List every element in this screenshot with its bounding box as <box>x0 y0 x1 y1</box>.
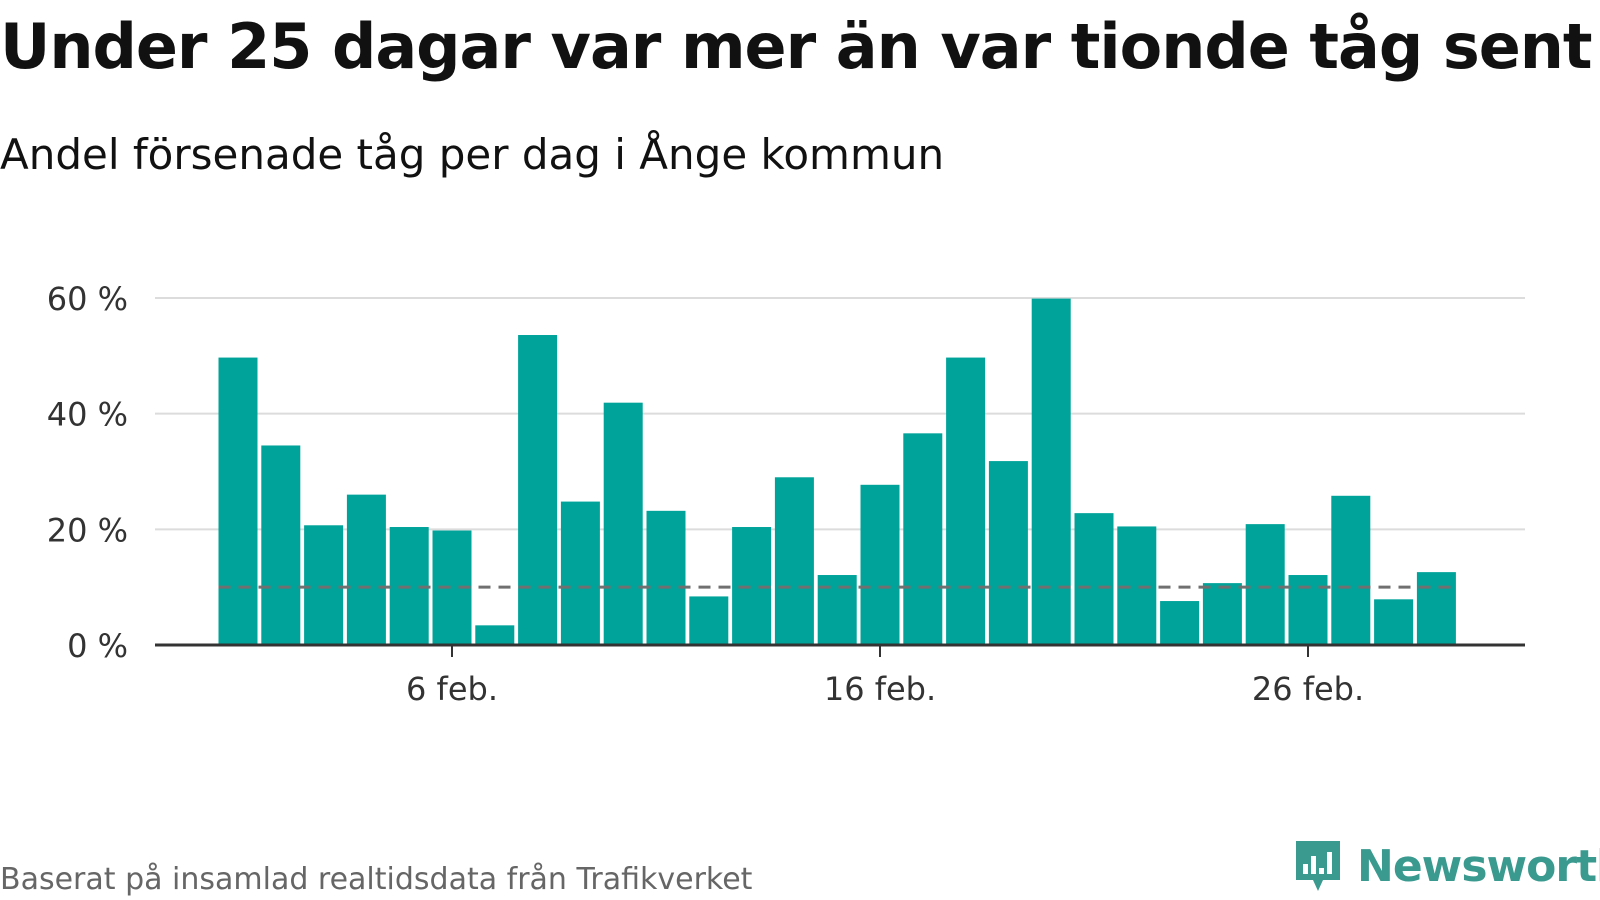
bar-2024-02-03: 2024-02-03: 20.7 <box>304 525 344 645</box>
source-note: Baserat på insamlad realtidsdata från Tr… <box>0 862 753 897</box>
brand-name: Newsworthy <box>1357 840 1600 892</box>
bar-chart: 2024-02-01: 49.72024-02-02: 34.52024-02-… <box>47 280 1525 708</box>
bar-2024-02-17: 2024-02-17: 36.6 <box>903 433 943 645</box>
bar-2024-02-16: 2024-02-16: 27.7 <box>860 484 900 645</box>
x-tick-label: 16 feb. <box>824 670 936 708</box>
y-tick-label: 0 % <box>67 627 128 665</box>
bar-2024-02-19: 2024-02-19: 31.8 <box>988 461 1028 645</box>
y-tick-labels: 0 % 20 % 40 % 60 % <box>47 280 128 665</box>
chart-title: Under 25 dagar var mer än var tionde tåg… <box>0 10 1593 83</box>
bar-2024-02-15: 2024-02-15: 12.1 <box>817 575 857 645</box>
x-axis <box>155 643 1525 657</box>
bar-2024-02-26: 2024-02-26: 12.1 <box>1288 575 1328 645</box>
bar-2024-02-27: 2024-02-27: 25.8 <box>1331 495 1371 645</box>
bar-2024-02-29: 2024-02-29: 12.6 <box>1416 572 1456 645</box>
bar-2024-02-12: 2024-02-12: 8.4 <box>689 596 729 645</box>
brand-logo: Newsworthy <box>1293 838 1600 894</box>
bars: 2024-02-01: 49.72024-02-02: 34.52024-02-… <box>218 298 1456 645</box>
y-tick-label: 60 % <box>47 280 128 318</box>
bar-2024-02-18: 2024-02-18: 49.7 <box>946 357 986 645</box>
bar-2024-02-28: 2024-02-28: 7.9 <box>1374 599 1414 645</box>
bar-2024-02-20: 2024-02-20: 59.9 <box>1031 298 1071 645</box>
bar-2024-02-25: 2024-02-25: 20.9 <box>1245 524 1285 645</box>
bar-2024-02-08: 2024-02-08: 53.6 <box>518 335 558 645</box>
bar-2024-02-04: 2024-02-04: 26 <box>346 494 386 645</box>
bar-2024-02-07: 2024-02-07: 3.4 <box>475 625 515 645</box>
bar-2024-02-21: 2024-02-21: 22.8 <box>1074 513 1114 645</box>
bar-2024-02-11: 2024-02-11: 23.2 <box>646 510 686 645</box>
bar-2024-02-01: 2024-02-01: 49.7 <box>218 357 258 645</box>
bar-2024-02-14: 2024-02-14: 29 <box>774 477 814 645</box>
gridlines <box>155 297 1525 531</box>
x-tick-label: 6 feb. <box>406 670 498 708</box>
x-tick-labels: 6 feb. 16 feb. 26 feb. <box>406 670 1364 708</box>
bar-2024-02-10: 2024-02-10: 41.9 <box>603 402 643 645</box>
bar-2024-02-02: 2024-02-02: 34.5 <box>261 445 301 645</box>
y-tick-label: 40 % <box>47 396 128 434</box>
bar-2024-02-24: 2024-02-24: 10.7 <box>1202 583 1242 645</box>
bar-2024-02-23: 2024-02-23: 7.6 <box>1160 601 1200 645</box>
bar-2024-02-09: 2024-02-09: 24.8 <box>560 501 600 645</box>
newsworthy-logo-icon <box>1296 841 1340 891</box>
x-tick-label: 26 feb. <box>1252 670 1364 708</box>
y-tick-label: 20 % <box>47 511 128 549</box>
chart-subtitle: Andel försenade tåg per dag i Ånge kommu… <box>0 130 945 179</box>
